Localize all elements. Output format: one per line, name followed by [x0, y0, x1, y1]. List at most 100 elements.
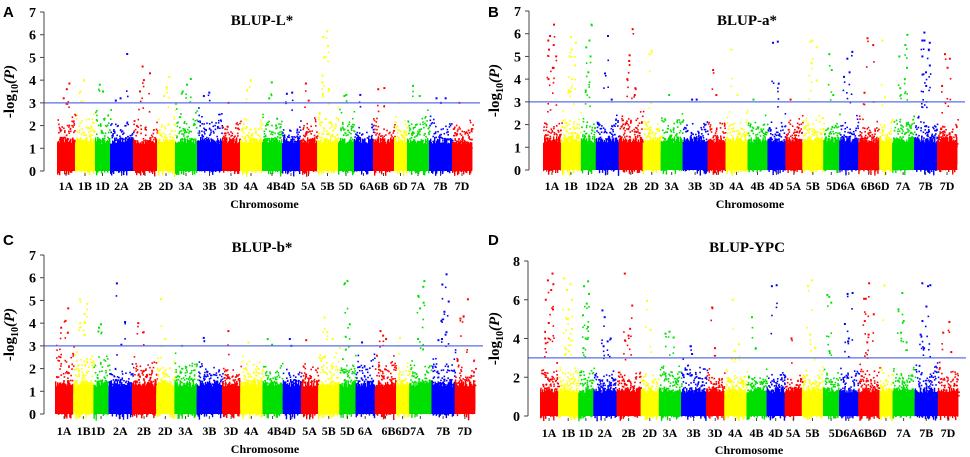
chromosome-label: 2D [644, 179, 659, 193]
snp-point [571, 133, 573, 136]
snp-point [611, 133, 613, 136]
snp-point [296, 135, 298, 138]
snp-point [881, 104, 884, 107]
snp-point [160, 145, 162, 147]
snp-point [703, 128, 706, 131]
snp-point [814, 130, 817, 133]
snp-point [949, 77, 952, 80]
snp-point [818, 114, 821, 117]
snp-point [233, 136, 235, 138]
snp-point [405, 130, 407, 132]
snp-point [564, 126, 567, 129]
y-axis-label-main: -log [2, 94, 18, 119]
snp-point [203, 127, 205, 130]
chromosome-label: 6D [393, 179, 408, 193]
snp-point [184, 129, 186, 132]
snp-point [573, 127, 575, 129]
snp-point [679, 141, 682, 144]
snp-point [733, 130, 735, 133]
snp-point [940, 127, 942, 129]
snp-point [678, 119, 681, 121]
snp-point [79, 129, 81, 132]
snp-point [275, 127, 277, 130]
snp-point [296, 128, 299, 131]
snp-point [674, 134, 677, 137]
snp-point [822, 127, 824, 130]
snp-point [821, 117, 824, 120]
snp-point [264, 135, 267, 138]
snp-point [695, 136, 698, 138]
snp-point [787, 133, 790, 135]
snp-point [570, 56, 573, 58]
snp-point [298, 131, 300, 133]
chromosome-2a [110, 53, 135, 176]
snp-point [57, 119, 60, 121]
snp-point [371, 134, 373, 137]
snp-point [665, 131, 667, 133]
snp-point [811, 133, 814, 136]
snp-point [373, 124, 375, 127]
snp-point [74, 113, 76, 116]
snp-point [768, 126, 771, 129]
snp-point [617, 120, 619, 122]
snp-point [796, 131, 798, 134]
snp-point [58, 142, 60, 145]
snp-point [75, 147, 77, 150]
snp-point [314, 120, 317, 123]
snp-point [63, 380, 65, 382]
snp-point [698, 135, 700, 138]
snp-point [328, 133, 330, 136]
snp-point [140, 128, 143, 130]
chromosome-3b [197, 91, 224, 175]
snp-point [71, 379, 74, 382]
baseline-mass [240, 150, 263, 171]
snp-point [203, 128, 206, 131]
snp-point [850, 132, 853, 135]
snp-point [270, 94, 273, 97]
significant-snp-point [249, 79, 252, 82]
snp-point [74, 139, 76, 142]
snp-point [250, 135, 252, 137]
snp-point [910, 124, 912, 127]
snp-point [786, 134, 789, 137]
snp-point [170, 130, 173, 133]
snp-point [791, 134, 794, 137]
chromosome-label: 6A6B [360, 179, 389, 193]
snp-point [64, 359, 67, 362]
snp-point [179, 126, 181, 129]
snp-point [91, 129, 94, 131]
snp-point [605, 131, 608, 134]
snp-point [714, 134, 716, 137]
snp-point [63, 131, 66, 134]
y-tick-label: 5 [514, 50, 521, 65]
snp-point [888, 132, 891, 135]
snp-point [267, 137, 269, 140]
snp-point [313, 134, 316, 137]
snp-point [648, 135, 651, 138]
snp-point [290, 138, 293, 141]
snp-point [425, 115, 427, 118]
snp-point [374, 128, 376, 131]
snp-point [361, 133, 364, 135]
significant-snp-point [941, 84, 944, 87]
snp-point [637, 131, 639, 133]
significant-snp-point [377, 88, 380, 91]
snp-point [213, 132, 215, 134]
snp-point [95, 133, 98, 136]
snp-point [71, 124, 73, 127]
snp-point [664, 138, 666, 141]
snp-point [95, 111, 97, 114]
snp-point [842, 89, 845, 92]
snp-point [804, 145, 807, 148]
snp-point [927, 135, 929, 138]
snp-point [440, 136, 442, 139]
snp-point [705, 138, 708, 141]
snp-point [944, 58, 947, 60]
snp-point [701, 140, 703, 142]
snp-point [808, 131, 811, 134]
snp-point [118, 139, 120, 142]
snp-point [897, 133, 900, 135]
snp-point [272, 131, 274, 134]
snp-point [884, 137, 887, 139]
snp-point [58, 126, 61, 129]
